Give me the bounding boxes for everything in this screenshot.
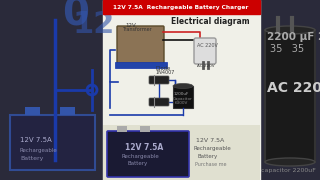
Bar: [260, 0, 320, 180]
FancyBboxPatch shape: [117, 26, 164, 66]
Text: Electrical diagram: Electrical diagram: [171, 17, 249, 26]
Ellipse shape: [173, 84, 193, 89]
Bar: [60, 107, 75, 115]
Bar: [265, 30, 315, 162]
Text: Transformer: Transformer: [122, 27, 152, 32]
Text: Battery: Battery: [198, 154, 218, 159]
Text: Capacitor: Capacitor: [173, 97, 193, 101]
Text: 0: 0: [62, 0, 89, 33]
Text: 12: 12: [72, 10, 114, 39]
Text: Rechargeable: Rechargeable: [194, 146, 232, 151]
Bar: [0, 0, 103, 180]
Bar: [173, 86, 193, 108]
Text: Rechargeable: Rechargeable: [20, 148, 58, 153]
FancyBboxPatch shape: [194, 38, 216, 64]
Text: 12V 7.5A: 12V 7.5A: [125, 143, 163, 152]
Text: 12V: 12V: [125, 23, 136, 28]
Text: 6300V: 6300V: [175, 101, 188, 105]
Bar: [103, 0, 260, 14]
Text: 35   35: 35 35: [270, 44, 304, 54]
Text: AC 220V: AC 220V: [267, 81, 320, 95]
Ellipse shape: [265, 26, 315, 34]
Text: Rechargeable: Rechargeable: [122, 154, 160, 159]
Bar: [115, 62, 167, 68]
Bar: [103, 125, 260, 180]
Text: 12V 7.5A  Rechargeable Battery Charger: 12V 7.5A Rechargeable Battery Charger: [113, 6, 249, 10]
Bar: [117, 126, 127, 132]
FancyBboxPatch shape: [149, 98, 169, 106]
Text: 1N4007: 1N4007: [155, 70, 174, 75]
Text: Battery: Battery: [20, 156, 44, 161]
Text: AC 220V: AC 220V: [197, 64, 215, 68]
Text: 12V 7.5A: 12V 7.5A: [196, 138, 224, 143]
Text: 1200uF: 1200uF: [174, 92, 189, 96]
Text: AC 220V: AC 220V: [197, 43, 218, 48]
Bar: [25, 107, 40, 115]
Text: capacitor 2200uF: capacitor 2200uF: [261, 168, 316, 173]
Text: Purchase me: Purchase me: [195, 162, 227, 167]
Ellipse shape: [265, 158, 315, 166]
Text: 2200 μF 2200: 2200 μF 2200: [267, 32, 320, 42]
Text: Battery: Battery: [128, 161, 148, 166]
FancyBboxPatch shape: [107, 131, 189, 177]
Bar: [10, 115, 95, 170]
Bar: [103, 0, 260, 180]
Text: Diode: Diode: [155, 66, 170, 71]
FancyBboxPatch shape: [149, 76, 169, 84]
Text: 12V 7.5A: 12V 7.5A: [20, 137, 52, 143]
Bar: [140, 126, 150, 132]
